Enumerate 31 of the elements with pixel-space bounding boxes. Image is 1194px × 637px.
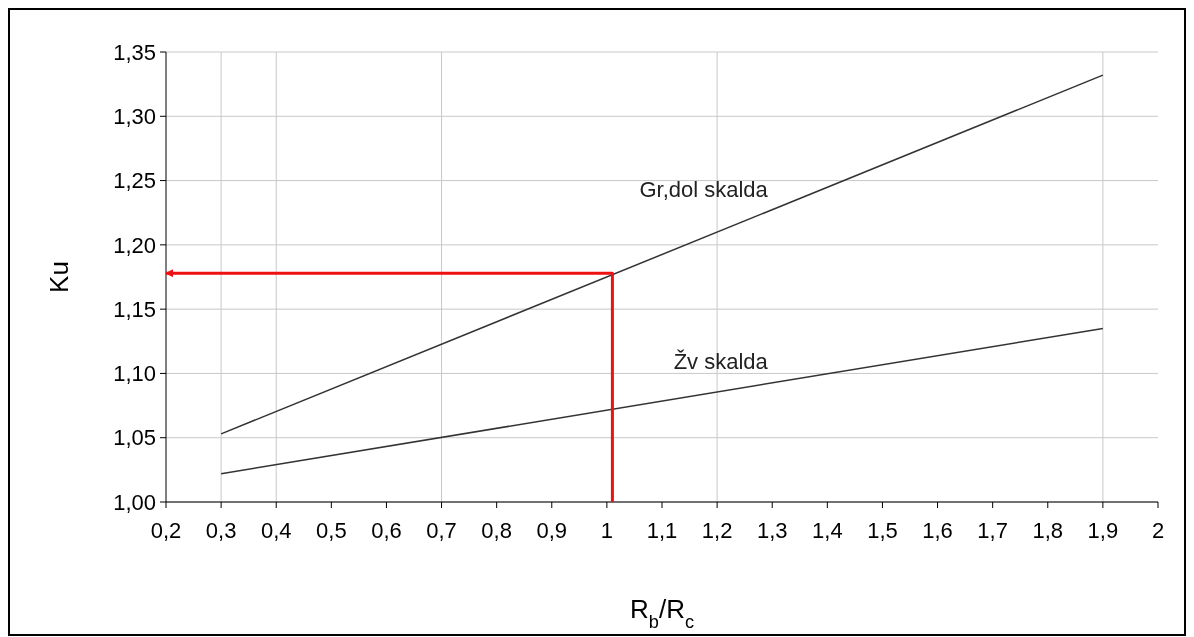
series-label: Gr,dol skalda	[639, 177, 769, 203]
y-tick-label: 1,20	[113, 232, 156, 258]
x-tick-label: 1,6	[922, 518, 953, 543]
series-label: Žv skalda	[673, 349, 769, 375]
x-tick-label: 1,3	[756, 518, 788, 543]
x-tick-label: 0,5	[316, 518, 347, 543]
x-tick-label: 1,5	[867, 518, 898, 543]
x-tick-label: 0,9	[536, 518, 568, 543]
x-tick-label: 0,6	[371, 518, 402, 543]
y-tick-label: 1,00	[113, 489, 156, 515]
y-tick-label: 1,05	[113, 425, 156, 451]
y-tick-label: 1,15	[113, 296, 156, 322]
y-tick-label: 1,10	[113, 361, 156, 387]
x-tick-label: 1,7	[977, 518, 1008, 543]
x-tick-label: 1,9	[1087, 518, 1119, 543]
y-axis-title: Ku	[44, 261, 74, 293]
x-tick-label: 0,8	[481, 518, 512, 543]
x-tick-label: 1,8	[1032, 518, 1064, 543]
x-tick-label: 1,1	[646, 518, 678, 543]
x-tick-label: 1,2	[701, 518, 733, 543]
y-tick-label: 1,25	[113, 168, 156, 194]
x-tick-label: 0,7	[426, 518, 457, 543]
y-tick-label: 1,35	[113, 39, 156, 65]
x-axis-title: R$_{b}$/R$_{c}$	[630, 594, 694, 632]
x-tick-label: 1	[600, 518, 614, 543]
y-tick-label: 1,30	[113, 103, 156, 129]
x-tick-label: 0,3	[205, 518, 237, 543]
x-tick-label: 0,2	[150, 518, 182, 543]
x-tick-label: 2	[1151, 518, 1165, 543]
x-tick-label: 1,4	[812, 518, 843, 543]
x-tick-label: 0,4	[260, 518, 292, 543]
